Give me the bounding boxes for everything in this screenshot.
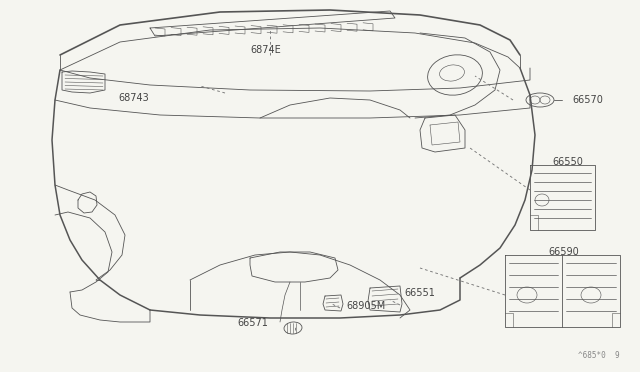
Text: 66550: 66550	[552, 157, 583, 167]
Text: 6874E: 6874E	[250, 45, 281, 55]
Text: ^685*0  9: ^685*0 9	[579, 351, 620, 360]
Text: 66551: 66551	[404, 288, 435, 298]
Text: 68743: 68743	[118, 93, 148, 103]
Text: 66590: 66590	[548, 247, 579, 257]
Text: 68905M: 68905M	[346, 301, 385, 311]
Text: 66571: 66571	[237, 318, 268, 328]
Text: 66570: 66570	[572, 95, 603, 105]
